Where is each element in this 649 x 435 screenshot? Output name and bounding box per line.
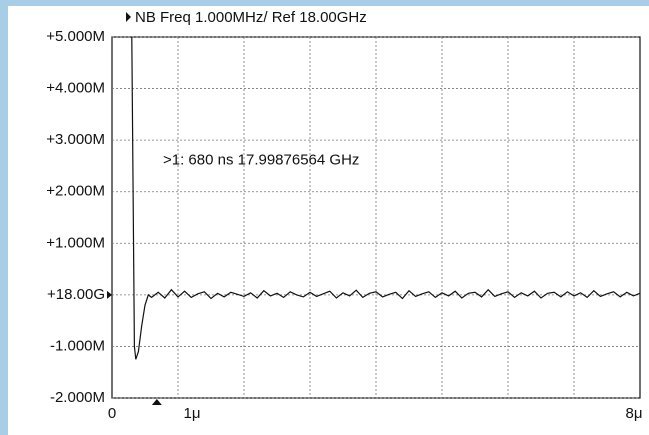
chart-title: NB Freq 1.000MHz/ Ref 18.00GHz <box>135 9 367 26</box>
y-tick-label: +3.000M <box>46 131 105 148</box>
panel <box>8 6 649 435</box>
y-tick-label: +1.000M <box>46 234 105 251</box>
x-tick-label: 8μ <box>626 405 643 422</box>
y-tick-label: -2.000M <box>50 389 105 406</box>
y-tick-label: +2.000M <box>46 183 105 200</box>
title-arrow <box>126 12 131 22</box>
y-tick-label: +4.000M <box>46 80 105 97</box>
x-tick-label: 0 <box>108 405 116 422</box>
y-tick-label: +5.000M <box>46 28 105 45</box>
y-tick-label: +18.00G <box>47 286 105 303</box>
reference-arrow <box>107 290 112 299</box>
marker-readout: >1: 680 ns 17.99876564 GHz <box>163 152 359 169</box>
marker-triangle <box>151 399 162 405</box>
x-tick-label: 1μ <box>184 405 201 422</box>
trace <box>131 36 641 360</box>
y-tick-label: -1.000M <box>50 337 105 354</box>
